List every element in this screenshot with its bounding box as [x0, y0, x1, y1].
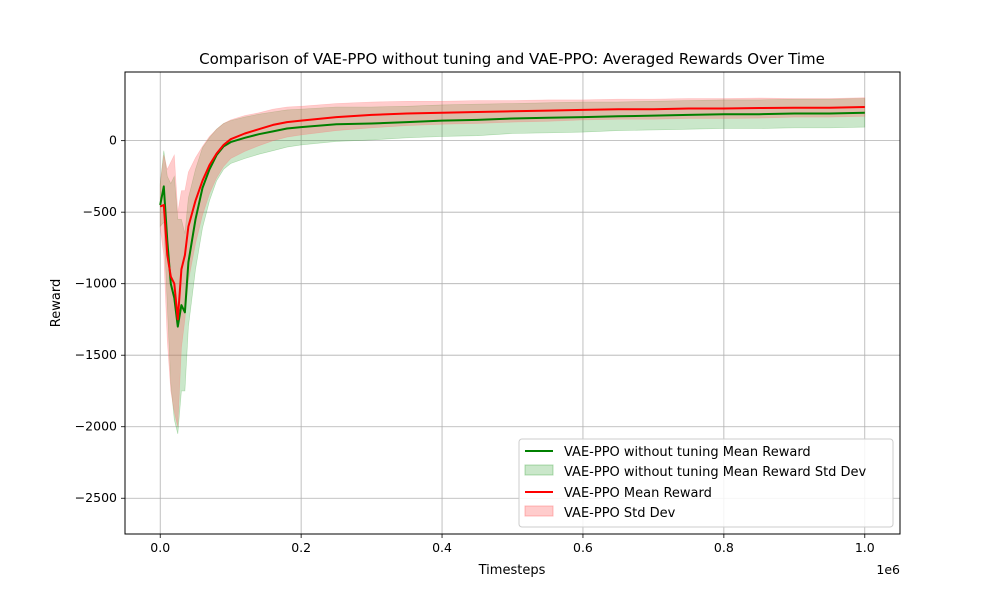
y-axis-label: Reward [49, 279, 64, 327]
y-tick-label: −2500 [75, 490, 117, 505]
x-tick-label: 0.6 [573, 540, 593, 555]
x-tick-label: 0.0 [150, 540, 170, 555]
x-axis-offset-label: 1e6 [876, 562, 900, 577]
plot-frame [124, 71, 901, 535]
legend: VAE-PPO without tuning Mean Reward VAE-P… [518, 438, 894, 528]
legend-box [518, 438, 894, 528]
x-tick-label: 0.8 [714, 540, 734, 555]
y-tick-label: 0 [109, 133, 117, 148]
x-tick-label: 0.2 [291, 540, 311, 555]
x-tick-label: 1.0 [855, 540, 875, 555]
chart-title: Comparison of VAE-PPO without tuning and… [199, 50, 825, 68]
legend-entry-red-std: VAE-PPO Std Dev [564, 506, 676, 521]
y-tick-label: −500 [83, 204, 117, 219]
legend-swatch-green-band [524, 464, 554, 476]
legend-entry-green-mean: VAE-PPO without tuning Mean Reward [564, 445, 811, 460]
mean-line-vae-ppo [159, 106, 865, 321]
std-band-without-tuning [159, 98, 866, 434]
std-band-vae-ppo [159, 97, 866, 427]
mean-line-without-tuning [159, 111, 865, 328]
ticks: 0.0 0.2 0.4 0.6 0.8 1.0 −2500 −2000 −1500 −1000 −5… [75, 133, 875, 555]
x-tick-label: 0.4 [432, 540, 452, 555]
y-tick-label: −2000 [75, 419, 117, 434]
legend-entry-green-std: VAE-PPO without tuning Mean Reward Std D… [564, 465, 867, 480]
x-axis-label: Timesteps [478, 563, 546, 578]
y-tick-label: −1500 [75, 347, 117, 362]
legend-swatch-red-band [524, 505, 554, 517]
legend-entry-red-mean: VAE-PPO Mean Reward [564, 486, 712, 501]
mean-lines [159, 106, 865, 328]
std-bands [159, 97, 866, 434]
y-tick-label: −1000 [75, 276, 117, 291]
